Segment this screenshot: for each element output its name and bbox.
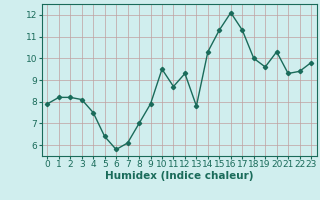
X-axis label: Humidex (Indice chaleur): Humidex (Indice chaleur) bbox=[105, 171, 253, 181]
